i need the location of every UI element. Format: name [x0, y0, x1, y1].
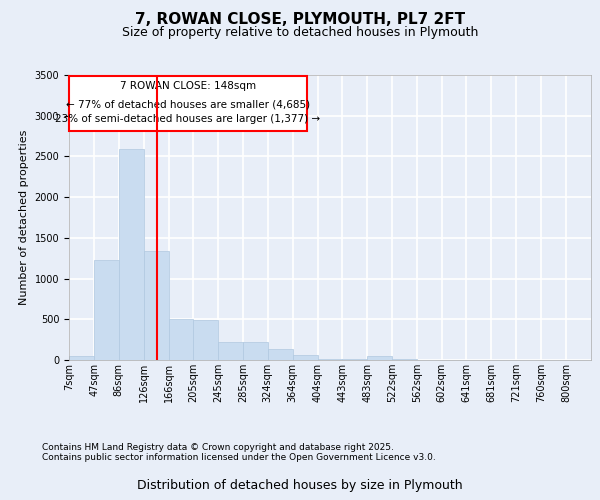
- Text: 7 ROWAN CLOSE: 148sqm: 7 ROWAN CLOSE: 148sqm: [119, 81, 256, 91]
- Bar: [392, 359, 417, 360]
- Bar: [94, 260, 119, 360]
- Text: Size of property relative to detached houses in Plymouth: Size of property relative to detached ho…: [122, 26, 478, 39]
- Y-axis label: Number of detached properties: Number of detached properties: [19, 130, 29, 305]
- FancyBboxPatch shape: [69, 76, 307, 130]
- Bar: [293, 354, 318, 360]
- Text: 23% of semi-detached houses are larger (1,377) →: 23% of semi-detached houses are larger (…: [55, 114, 320, 124]
- Bar: [367, 356, 392, 360]
- Bar: [218, 342, 243, 360]
- Bar: [193, 320, 218, 360]
- Bar: [342, 359, 367, 360]
- Bar: [318, 359, 342, 360]
- Text: ← 77% of detached houses are smaller (4,685): ← 77% of detached houses are smaller (4,…: [65, 99, 310, 109]
- Bar: [69, 356, 94, 360]
- Bar: [143, 251, 169, 360]
- Text: Contains HM Land Registry data © Crown copyright and database right 2025.: Contains HM Land Registry data © Crown c…: [42, 442, 394, 452]
- Text: 7, ROWAN CLOSE, PLYMOUTH, PL7 2FT: 7, ROWAN CLOSE, PLYMOUTH, PL7 2FT: [135, 12, 465, 28]
- Text: Contains public sector information licensed under the Open Government Licence v3: Contains public sector information licen…: [42, 452, 436, 462]
- Bar: [268, 350, 293, 360]
- Text: Distribution of detached houses by size in Plymouth: Distribution of detached houses by size …: [137, 480, 463, 492]
- Bar: [119, 149, 143, 360]
- Bar: [243, 342, 268, 360]
- Bar: [169, 320, 193, 360]
